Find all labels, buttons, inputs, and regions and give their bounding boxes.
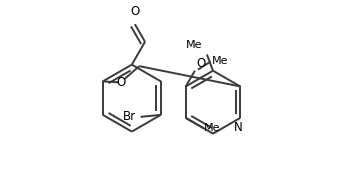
Text: O: O <box>130 5 140 18</box>
Text: N: N <box>234 121 243 134</box>
Text: O: O <box>196 57 205 70</box>
Text: Br: Br <box>123 110 136 123</box>
Text: Me: Me <box>212 57 228 66</box>
Text: Me: Me <box>204 123 221 133</box>
Text: O: O <box>116 76 126 89</box>
Text: Me: Me <box>186 40 203 50</box>
